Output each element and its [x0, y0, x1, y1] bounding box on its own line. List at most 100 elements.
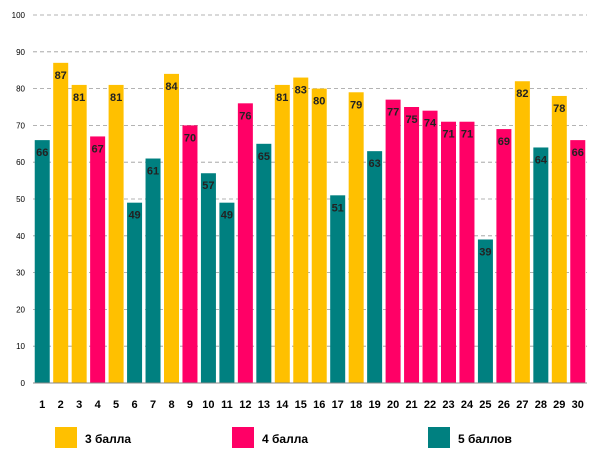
data-label: 76: [239, 110, 251, 122]
legend-swatch: [428, 427, 450, 448]
data-label: 83: [295, 85, 307, 97]
legend: 3 балла 4 балла 5 баллов: [55, 427, 512, 448]
x-tick-label: 10: [202, 399, 214, 411]
bars: [34, 62, 586, 384]
bar: [200, 173, 216, 383]
bar: [422, 110, 438, 384]
bar: [219, 202, 235, 383]
y-tick-label: 100: [12, 11, 26, 20]
x-tick-label: 12: [239, 399, 251, 411]
y-tick-label: 60: [16, 158, 25, 167]
x-tick-label: 6: [132, 399, 138, 411]
data-label: 82: [516, 88, 528, 100]
data-label: 78: [553, 103, 565, 115]
data-label: 63: [369, 158, 381, 170]
x-tick-label: 25: [479, 399, 491, 411]
data-label: 87: [55, 70, 67, 82]
y-tick-label: 90: [16, 48, 25, 57]
legend-label: 5 баллов: [458, 432, 512, 446]
bar: [477, 239, 493, 383]
legend-swatch: [55, 427, 77, 448]
x-axis-ticks: 1 2 3 4 5 6 7 8 9 10 11 12 13 14 15 16 17 18 19 20 21 22 23 24 2…: [39, 399, 584, 411]
bar: [348, 92, 364, 383]
data-label: 66: [36, 147, 48, 159]
y-axis-ticks: 0 10 20 30 40 50 60 70 80 90 100: [12, 11, 26, 388]
bar: [330, 195, 346, 383]
data-label: 84: [165, 81, 178, 93]
data-label: 80: [313, 96, 325, 108]
x-tick-label: 17: [332, 399, 344, 411]
data-label: 49: [221, 210, 233, 222]
x-tick-label: 1: [39, 399, 45, 411]
data-label: 39: [479, 246, 491, 258]
legend-swatch: [232, 427, 254, 448]
bar: [53, 62, 69, 384]
bar: [182, 125, 198, 384]
bar: [274, 84, 290, 384]
gridlines: [33, 14, 587, 347]
bar: [90, 136, 106, 383]
data-label: 66: [572, 147, 584, 159]
x-tick-label: 18: [350, 399, 362, 411]
data-label: 81: [73, 92, 85, 104]
bar: [533, 147, 549, 383]
data-label: 64: [535, 154, 548, 166]
y-tick-label: 20: [16, 305, 25, 314]
bar: [108, 84, 124, 384]
data-label: 70: [184, 132, 196, 144]
data-label: 81: [110, 92, 122, 104]
x-tick-label: 13: [258, 399, 270, 411]
bar: [127, 202, 143, 383]
bar: [404, 107, 420, 383]
bar: [256, 143, 272, 383]
data-label: 65: [258, 151, 270, 163]
bar: [237, 103, 253, 383]
x-tick-label: 24: [461, 399, 474, 411]
x-tick-label: 14: [276, 399, 289, 411]
data-label: 57: [202, 180, 214, 192]
y-tick-label: 40: [16, 232, 25, 241]
x-tick-label: 7: [150, 399, 156, 411]
bar: [441, 121, 456, 383]
bar: [164, 73, 179, 383]
data-label: 71: [461, 129, 473, 141]
legend-label: 3 балла: [85, 432, 131, 446]
x-tick-label: 22: [424, 399, 436, 411]
x-tick-label: 2: [58, 399, 64, 411]
data-label: 49: [128, 210, 140, 222]
bar: [367, 151, 383, 383]
bar: [551, 95, 567, 384]
x-tick-label: 30: [572, 399, 584, 411]
legend-label: 4 балла: [262, 432, 308, 446]
x-tick-label: 29: [553, 399, 565, 411]
data-label: 71: [442, 129, 454, 141]
x-tick-label: 21: [405, 399, 417, 411]
x-tick-label: 11: [221, 399, 233, 411]
bar: [459, 121, 475, 383]
x-tick-label: 23: [442, 399, 454, 411]
bar: [311, 88, 327, 383]
y-tick-label: 30: [16, 269, 25, 278]
y-tick-label: 0: [21, 379, 26, 388]
y-tick-label: 10: [16, 342, 25, 351]
data-label: 79: [350, 99, 362, 111]
x-tick-label: 27: [516, 399, 528, 411]
data-label: 69: [498, 136, 510, 148]
y-tick-label: 50: [16, 195, 25, 204]
x-tick-label: 26: [498, 399, 510, 411]
bar: [385, 99, 401, 383]
x-tick-label: 9: [187, 399, 193, 411]
x-tick-label: 19: [369, 399, 381, 411]
x-tick-label: 20: [387, 399, 399, 411]
x-tick-label: 16: [313, 399, 325, 411]
x-tick-label: 28: [535, 399, 547, 411]
bar: [293, 77, 309, 383]
data-label: 77: [387, 107, 399, 119]
data-label: 67: [92, 143, 104, 155]
bar: [496, 129, 512, 383]
bar: [71, 84, 87, 384]
x-tick-label: 3: [76, 399, 82, 411]
bar: [514, 81, 530, 384]
data-label: 61: [147, 166, 159, 178]
